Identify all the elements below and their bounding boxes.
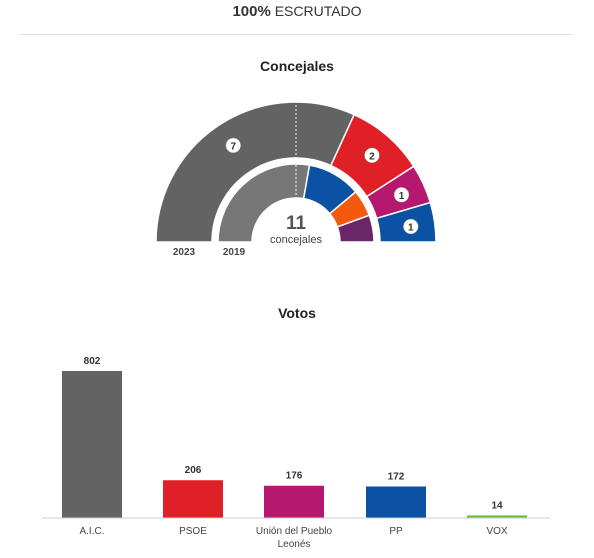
seat-badge-pp [403,218,419,235]
votes-category-labels: A.I.C. PSOE Unión del Pueblo Leonés PP VOX [79,526,507,550]
vote-bar-union-del-pueblo-leones [264,485,324,518]
vote-value-psoe: 206 [185,465,202,476]
seat-badge-psoe [364,147,380,164]
seat-count-psoe: 2 [369,151,375,162]
vote-category-union-del-pueblo-leones-line2: Leonés [278,539,311,550]
ring-label-2019: 2019 [223,247,246,258]
seat-slice-2019-1 [217,163,311,243]
seat-badge-union-del-pueblo-leones [393,187,410,203]
vote-value-pp: 172 [388,471,405,482]
seat-slice-2019-4 [336,214,375,243]
vote-bar-psoe [163,480,223,518]
seat-slice-2023-a-i-c [155,101,356,243]
vote-value-union-del-pueblo-leones: 176 [286,471,303,482]
scrutiny-label: ESCRUTADO [274,3,362,19]
ring-label-2023: 2023 [173,247,196,258]
seat-count-pp: 1 [408,222,414,233]
scrutiny-percentage: 100% [232,3,271,20]
vote-value-vox: 14 [491,500,503,511]
scrutiny-status: 100% ESCRUTADO [0,3,594,20]
seats-2019-ring [217,163,375,243]
vote-category-psoe: PSOE [179,526,207,537]
seat-count-union-del-pueblo-leones: 1 [399,191,405,202]
votes-bars: 802 206 176 172 14 [62,356,527,518]
votes-chart-title: Votos [278,305,316,321]
vote-category-pp: PP [389,526,403,537]
seat-count-a-i-c: 7 [231,141,237,152]
seats-chart-title: Concejales [260,58,334,74]
vote-bar-pp [366,486,426,518]
vote-category-vox: VOX [486,526,507,537]
vote-bar-vox [467,515,527,518]
seats-total: 11 [286,213,307,234]
header-divider [20,34,572,35]
seat-badge-a-i-c [225,137,242,154]
vote-value-a-i-c: 802 [84,356,101,367]
vote-category-a-i-c: A.I.C. [79,526,104,537]
vote-category-union-del-pueblo-leones: Unión del Pueblo [256,526,333,537]
vote-bar-a-i-c [62,371,122,518]
seats-total-label: concejales [270,234,322,246]
